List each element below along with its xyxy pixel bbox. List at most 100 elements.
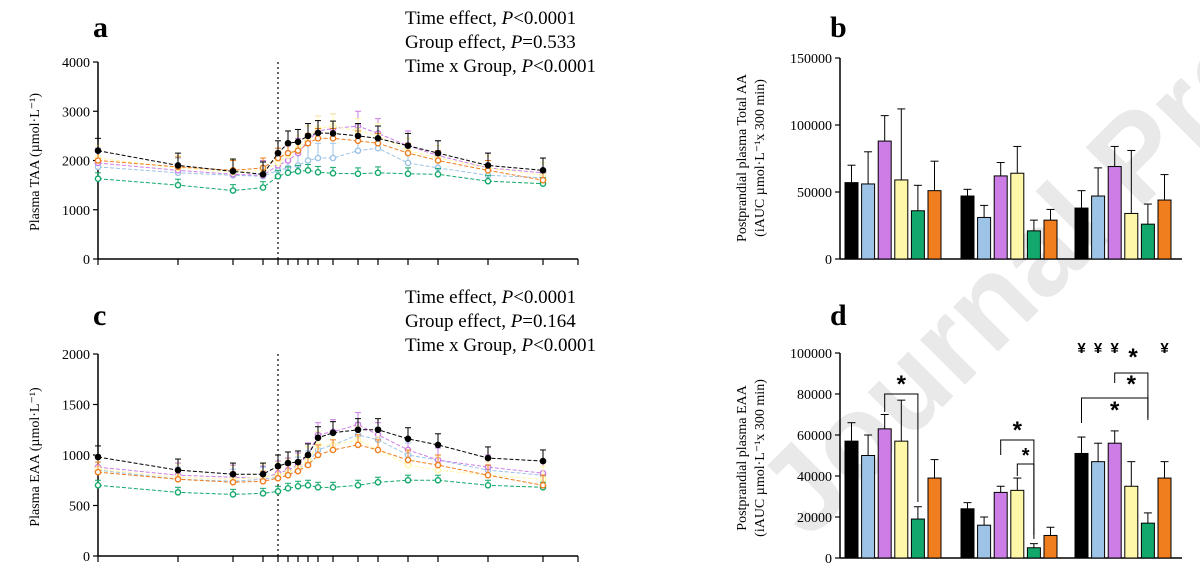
y-tick-label-d: 0 bbox=[825, 552, 832, 567]
y-tick-label-c: 500 bbox=[69, 500, 90, 515]
data-point-green bbox=[294, 168, 302, 175]
data-point-orange bbox=[374, 446, 382, 454]
bar-blue bbox=[977, 216, 992, 260]
series-c-black bbox=[94, 418, 547, 478]
data-point-orange bbox=[284, 471, 292, 479]
bar-blue bbox=[861, 183, 876, 260]
stat-a-1: Group effect, P=0.533 bbox=[405, 32, 576, 53]
bar-blue bbox=[1091, 461, 1106, 559]
stat-a-0: Time effect, P<0.0001 bbox=[405, 8, 576, 29]
y-axis-label-b-line1: Postprandial plasma Total AA bbox=[735, 73, 750, 242]
data-point-green bbox=[94, 175, 102, 183]
bar-yellow bbox=[1010, 172, 1025, 260]
data-point-green bbox=[354, 481, 362, 489]
bar-green bbox=[1026, 230, 1041, 260]
plot-a: 0 1000 2000 3000 4000 bbox=[62, 56, 579, 268]
significance-bracket bbox=[884, 393, 919, 502]
data-point-orange bbox=[229, 478, 237, 486]
data-point-green bbox=[274, 172, 282, 180]
y-tick-label-a: 4000 bbox=[62, 56, 90, 71]
data-point-black bbox=[314, 434, 322, 442]
significance-yen: ¥ bbox=[1160, 340, 1169, 357]
data-point-green bbox=[174, 181, 182, 189]
data-point-green bbox=[329, 170, 337, 177]
data-point-blue bbox=[404, 159, 412, 167]
data-point-orange bbox=[314, 451, 322, 459]
data-point-orange bbox=[304, 461, 312, 469]
data-point-orange bbox=[404, 149, 412, 157]
data-point-black bbox=[304, 132, 312, 140]
data-point-black bbox=[539, 167, 547, 174]
data-point-black bbox=[294, 458, 302, 466]
data-point-blue bbox=[329, 154, 337, 162]
series-line-yellow bbox=[97, 439, 544, 480]
data-point-black bbox=[174, 466, 182, 474]
data-point-green bbox=[294, 483, 302, 490]
panel-a: a Time effect, P<0.0001 Group effect, P=… bbox=[28, 8, 596, 268]
bar-black bbox=[844, 440, 859, 559]
data-point-black bbox=[274, 149, 282, 157]
data-point-orange bbox=[329, 446, 337, 454]
bar-orange bbox=[1043, 219, 1058, 260]
data-point-black bbox=[229, 168, 237, 175]
y-tick-label-a: 3000 bbox=[62, 105, 90, 120]
data-point-black bbox=[259, 170, 267, 178]
panel-letter-a: a bbox=[93, 11, 108, 44]
bar-blue bbox=[977, 524, 992, 559]
y-tick-label-b: 150000 bbox=[790, 52, 832, 67]
series-line-orange bbox=[97, 444, 544, 486]
y-axis-label-b-line2: (iAUC µmol·L⁻¹x 300 min) bbox=[753, 79, 768, 237]
data-point-orange bbox=[484, 471, 492, 479]
panel-letter-c: c bbox=[93, 299, 106, 332]
significance-star: * bbox=[1013, 417, 1023, 444]
data-point-green bbox=[229, 491, 237, 498]
series-a-purple bbox=[94, 110, 547, 179]
data-point-green bbox=[404, 476, 412, 484]
series-line-yellow bbox=[97, 125, 544, 176]
data-point-green bbox=[174, 489, 182, 496]
data-point-green bbox=[484, 481, 492, 489]
bar-black bbox=[960, 195, 975, 260]
data-point-black bbox=[274, 462, 282, 470]
significance-star: * bbox=[1127, 371, 1137, 398]
series-line-blue bbox=[97, 434, 544, 482]
significance-star: * bbox=[897, 371, 907, 398]
data-point-black bbox=[434, 441, 442, 449]
data-point-green bbox=[229, 187, 237, 194]
stat-c-1: Group effect, P=0.164 bbox=[405, 311, 576, 332]
data-point-orange bbox=[539, 176, 547, 184]
significance-star: * bbox=[1128, 344, 1138, 371]
y-tick-label-c: 1000 bbox=[62, 449, 90, 464]
data-point-green bbox=[284, 485, 292, 492]
bar-green bbox=[1140, 522, 1155, 559]
bar-yellow bbox=[894, 440, 909, 559]
data-point-green bbox=[94, 481, 102, 489]
data-point-green bbox=[329, 484, 337, 491]
data-point-black bbox=[284, 459, 292, 467]
data-point-green bbox=[374, 169, 382, 177]
data-point-orange bbox=[94, 157, 102, 164]
significance-bracket bbox=[1114, 372, 1149, 418]
bar-purple bbox=[993, 491, 1008, 559]
data-point-black bbox=[374, 135, 382, 142]
data-point-orange bbox=[294, 467, 302, 475]
bar-orange bbox=[927, 190, 942, 260]
data-point-green bbox=[304, 167, 312, 174]
significance-star: * bbox=[1022, 445, 1030, 467]
y-tick-label-b: 100000 bbox=[790, 119, 832, 134]
data-point-green bbox=[259, 184, 267, 191]
series-line-black bbox=[97, 132, 544, 175]
data-point-black bbox=[404, 435, 412, 443]
data-point-orange bbox=[404, 456, 412, 464]
data-point-orange bbox=[434, 157, 442, 164]
bar-black bbox=[844, 182, 859, 260]
data-point-black bbox=[329, 429, 337, 437]
y-tick-label-d: 40000 bbox=[797, 470, 832, 485]
series-line-blue bbox=[97, 147, 544, 179]
panel-b: b Postprandial plasma Total AA (iAUC µmo… bbox=[735, 11, 1182, 268]
data-point-black bbox=[94, 147, 102, 154]
bar-green bbox=[1140, 223, 1155, 260]
bar-purple bbox=[877, 428, 892, 559]
data-point-black bbox=[374, 426, 382, 434]
